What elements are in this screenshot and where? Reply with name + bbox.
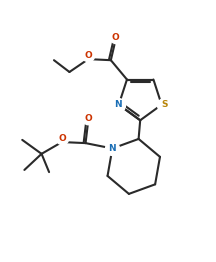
Text: N: N <box>109 144 116 153</box>
Text: O: O <box>84 51 92 60</box>
Text: O: O <box>112 32 119 41</box>
Text: O: O <box>84 114 92 123</box>
Text: S: S <box>161 100 167 109</box>
Text: N: N <box>114 100 121 109</box>
Text: O: O <box>58 134 66 143</box>
